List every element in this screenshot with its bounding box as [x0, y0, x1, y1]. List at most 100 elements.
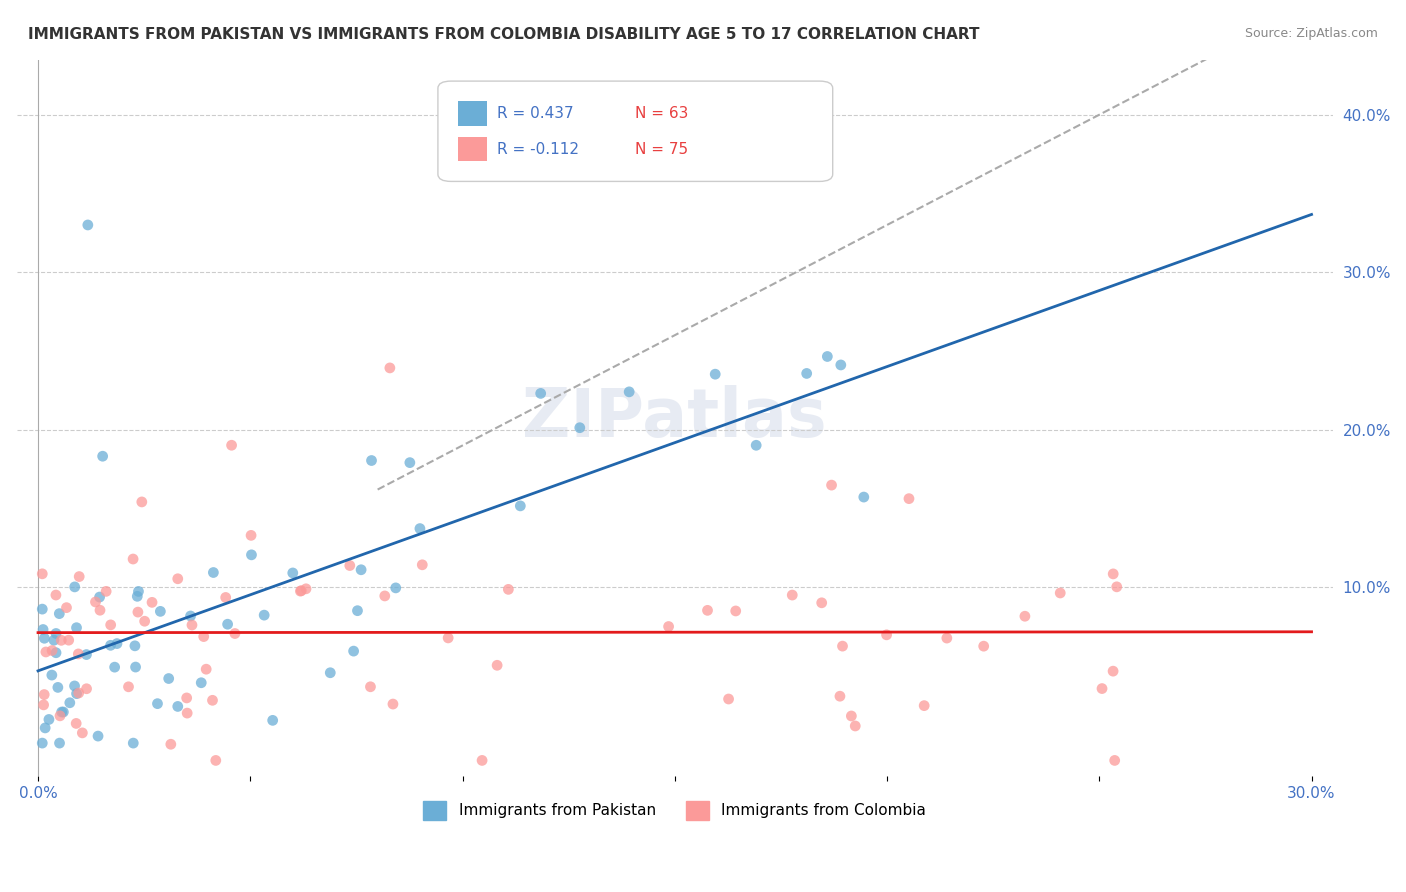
FancyBboxPatch shape: [457, 101, 486, 126]
Point: [75, 648, 97, 662]
Point: [202, 566, 225, 580]
Point: [45, 626, 67, 640]
Text: Source: ZipAtlas.com: Source: ZipAtlas.com: [1244, 27, 1378, 40]
Point: [131, 495, 153, 509]
Point: [49, 709, 72, 723]
Point: [122, 736, 145, 750]
Text: ZIPatlas: ZIPatlas: [523, 384, 827, 450]
Point: [897, 491, 920, 506]
Point: [295, 582, 318, 596]
Point: [201, 693, 224, 707]
Point: [290, 583, 312, 598]
Point: [360, 453, 382, 467]
Point: [841, 709, 863, 723]
Point: [42, 633, 65, 648]
Point: [437, 631, 460, 645]
Point: [1049, 586, 1071, 600]
Text: R = 0.437: R = 0.437: [498, 106, 574, 120]
Point: [217, 617, 239, 632]
Point: [617, 384, 640, 399]
Point: [65, 687, 87, 701]
Point: [498, 582, 520, 597]
Point: [122, 552, 145, 566]
Point: [87, 729, 110, 743]
Point: [63, 679, 86, 693]
Point: [224, 626, 246, 640]
Point: [45, 588, 67, 602]
Point: [876, 628, 898, 642]
Point: [41, 643, 63, 657]
Point: [1014, 609, 1036, 624]
Point: [157, 672, 180, 686]
Point: [831, 639, 853, 653]
Point: [820, 478, 842, 492]
Point: [343, 644, 366, 658]
Point: [796, 367, 818, 381]
Point: [509, 499, 531, 513]
Point: [141, 595, 163, 609]
Point: [67, 686, 90, 700]
Point: [830, 358, 852, 372]
Point: [35, 645, 58, 659]
Point: [717, 692, 740, 706]
Point: [41, 668, 63, 682]
Point: [91, 449, 114, 463]
Point: [159, 737, 181, 751]
Point: [486, 658, 509, 673]
Point: [828, 690, 851, 704]
Point: [193, 630, 215, 644]
Point: [67, 569, 90, 583]
Point: [89, 590, 111, 604]
Point: [127, 605, 149, 619]
Point: [844, 719, 866, 733]
Point: [568, 420, 591, 434]
Point: [65, 621, 87, 635]
Point: [166, 699, 188, 714]
Point: [409, 522, 432, 536]
Point: [339, 558, 361, 573]
Point: [63, 580, 86, 594]
Point: [215, 591, 238, 605]
Point: [1091, 681, 1114, 696]
Point: [195, 662, 218, 676]
Point: [724, 604, 747, 618]
Point: [411, 558, 433, 572]
Point: [745, 438, 768, 452]
Point: [45, 646, 67, 660]
Point: [852, 490, 875, 504]
Point: [471, 753, 494, 767]
Point: [76, 218, 98, 232]
Point: [176, 706, 198, 720]
Point: [127, 584, 149, 599]
Point: [262, 714, 284, 728]
Point: [204, 753, 226, 767]
Point: [124, 639, 146, 653]
Point: [34, 632, 56, 646]
Text: N = 63: N = 63: [636, 106, 689, 120]
Point: [31, 566, 53, 581]
Point: [398, 456, 420, 470]
Point: [65, 716, 87, 731]
Point: [815, 350, 838, 364]
Point: [146, 697, 169, 711]
Point: [350, 563, 373, 577]
Point: [696, 603, 718, 617]
Point: [935, 631, 957, 645]
Point: [51, 705, 73, 719]
Point: [89, 603, 111, 617]
Point: [52, 705, 75, 719]
Point: [134, 614, 156, 628]
Text: IMMIGRANTS FROM PAKISTAN VS IMMIGRANTS FROM COLOMBIA DISABILITY AGE 5 TO 17 CORR: IMMIGRANTS FROM PAKISTAN VS IMMIGRANTS F…: [28, 27, 980, 42]
FancyBboxPatch shape: [457, 137, 486, 161]
Point: [180, 609, 202, 624]
Point: [378, 360, 401, 375]
Point: [1102, 566, 1125, 581]
Point: [51, 633, 73, 648]
Point: [104, 660, 127, 674]
Point: [48, 607, 70, 621]
Point: [59, 696, 82, 710]
Point: [240, 528, 263, 542]
Legend: Immigrants from Pakistan, Immigrants from Colombia: Immigrants from Pakistan, Immigrants fro…: [418, 795, 932, 826]
Point: [48, 736, 70, 750]
Point: [76, 681, 98, 696]
